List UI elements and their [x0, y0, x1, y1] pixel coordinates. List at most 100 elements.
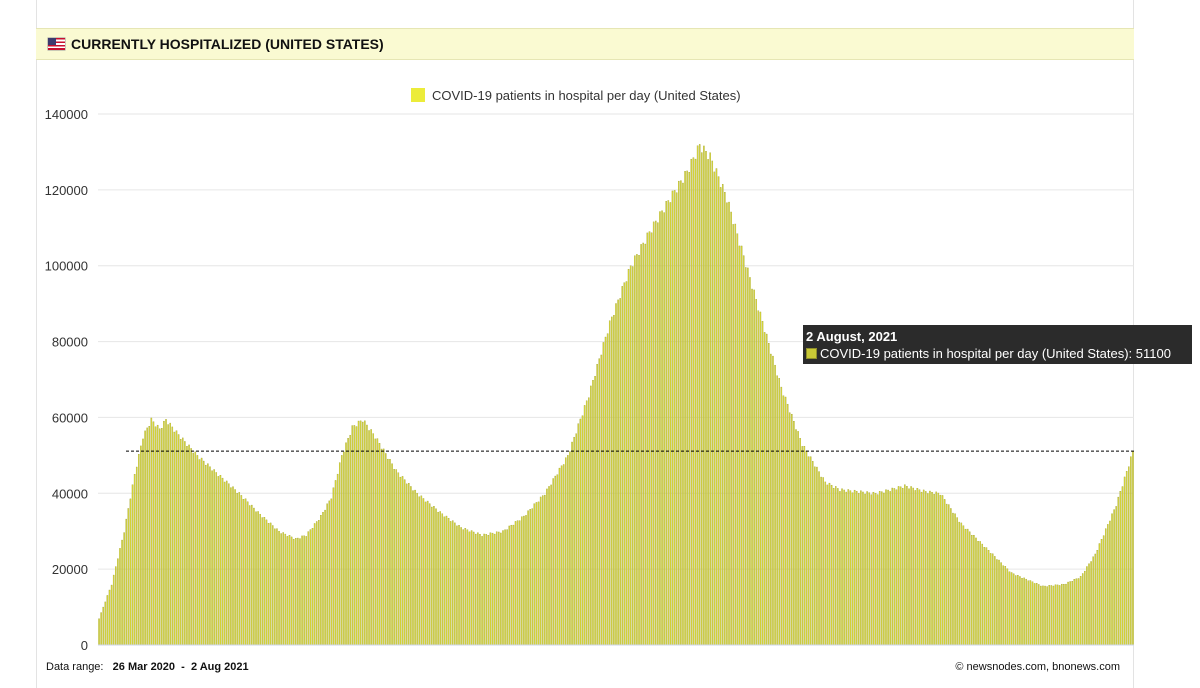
bar[interactable] — [119, 548, 121, 646]
bar[interactable] — [596, 363, 598, 646]
bar[interactable] — [135, 466, 138, 646]
bar[interactable] — [893, 488, 896, 646]
bar[interactable] — [592, 380, 594, 646]
bar[interactable] — [297, 537, 299, 646]
bar[interactable] — [516, 520, 519, 646]
bar[interactable] — [661, 210, 663, 646]
bar[interactable] — [537, 501, 540, 646]
bar[interactable] — [422, 498, 425, 646]
bar[interactable] — [1121, 486, 1124, 646]
bar[interactable] — [1123, 476, 1126, 646]
bar[interactable] — [219, 475, 222, 646]
bar[interactable] — [504, 529, 506, 646]
bar[interactable] — [399, 476, 402, 646]
bar[interactable] — [954, 513, 956, 646]
bar[interactable] — [1075, 578, 1078, 646]
bar[interactable] — [1019, 576, 1021, 646]
bar[interactable] — [215, 472, 217, 646]
bar[interactable] — [466, 529, 469, 646]
bar[interactable] — [929, 490, 931, 646]
bar[interactable] — [493, 533, 496, 646]
bar[interactable] — [625, 281, 628, 646]
bar[interactable] — [112, 574, 115, 646]
bar[interactable] — [598, 358, 601, 646]
bar[interactable] — [487, 535, 490, 646]
bar[interactable] — [355, 426, 358, 646]
bar[interactable] — [1069, 581, 1071, 646]
bar[interactable] — [470, 530, 473, 646]
bar[interactable] — [334, 480, 337, 646]
bar[interactable] — [142, 438, 144, 646]
bar[interactable] — [359, 420, 362, 646]
bar[interactable] — [682, 182, 684, 646]
bar[interactable] — [657, 222, 659, 646]
bar[interactable] — [364, 420, 366, 646]
bar[interactable] — [108, 589, 111, 646]
bar[interactable] — [799, 438, 801, 646]
bar[interactable] — [362, 421, 364, 646]
bar[interactable] — [933, 494, 935, 646]
bar[interactable] — [908, 488, 910, 646]
bar[interactable] — [282, 532, 284, 646]
bar[interactable] — [910, 486, 912, 646]
bar[interactable] — [745, 267, 747, 646]
bar[interactable] — [1004, 566, 1007, 646]
bar[interactable] — [1046, 586, 1048, 646]
bar[interactable] — [1094, 553, 1097, 646]
legend-swatch[interactable] — [411, 88, 425, 102]
bar[interactable] — [805, 450, 808, 646]
bar[interactable] — [864, 493, 866, 646]
bar[interactable] — [784, 396, 787, 646]
bar[interactable] — [826, 484, 829, 646]
bar[interactable] — [265, 519, 268, 646]
bar[interactable] — [730, 211, 732, 646]
bar[interactable] — [847, 489, 850, 646]
bar[interactable] — [994, 556, 996, 646]
bar[interactable] — [966, 528, 969, 646]
bar[interactable] — [447, 518, 450, 646]
bar[interactable] — [881, 491, 883, 646]
bar[interactable] — [345, 442, 347, 646]
bar[interactable] — [608, 320, 611, 646]
bar[interactable] — [571, 441, 573, 646]
bar[interactable] — [301, 535, 303, 646]
bar[interactable] — [1031, 581, 1034, 646]
bar[interactable] — [960, 522, 963, 646]
bar[interactable] — [759, 311, 762, 646]
bar[interactable] — [169, 422, 171, 646]
bar[interactable] — [397, 472, 400, 646]
bar[interactable] — [491, 532, 494, 646]
bar[interactable] — [742, 255, 745, 646]
bar[interactable] — [351, 425, 354, 646]
bar[interactable] — [468, 531, 471, 646]
bar[interactable] — [179, 439, 182, 646]
bar[interactable] — [292, 538, 295, 646]
bar[interactable] — [544, 494, 546, 646]
bar[interactable] — [1038, 584, 1040, 646]
bar[interactable] — [263, 517, 266, 646]
bar[interactable] — [485, 534, 487, 646]
bar[interactable] — [818, 471, 820, 646]
bar[interactable] — [200, 457, 203, 646]
bar[interactable] — [380, 448, 383, 646]
bar[interactable] — [655, 220, 657, 646]
bar[interactable] — [1035, 583, 1038, 646]
bar[interactable] — [506, 529, 508, 646]
bar[interactable] — [964, 528, 967, 646]
bar[interactable] — [458, 525, 460, 646]
bar[interactable] — [726, 202, 728, 646]
bar[interactable] — [125, 518, 128, 646]
bar[interactable] — [269, 522, 272, 646]
bar[interactable] — [619, 298, 621, 646]
bar[interactable] — [1128, 466, 1130, 646]
bar[interactable] — [715, 168, 718, 646]
bar[interactable] — [433, 506, 435, 646]
bar[interactable] — [106, 595, 109, 646]
bar[interactable] — [376, 438, 379, 646]
bar[interactable] — [115, 566, 117, 646]
bar[interactable] — [123, 532, 125, 646]
bar[interactable] — [1084, 570, 1086, 646]
bar[interactable] — [311, 528, 314, 646]
bar[interactable] — [144, 430, 146, 646]
bar[interactable] — [853, 489, 856, 646]
